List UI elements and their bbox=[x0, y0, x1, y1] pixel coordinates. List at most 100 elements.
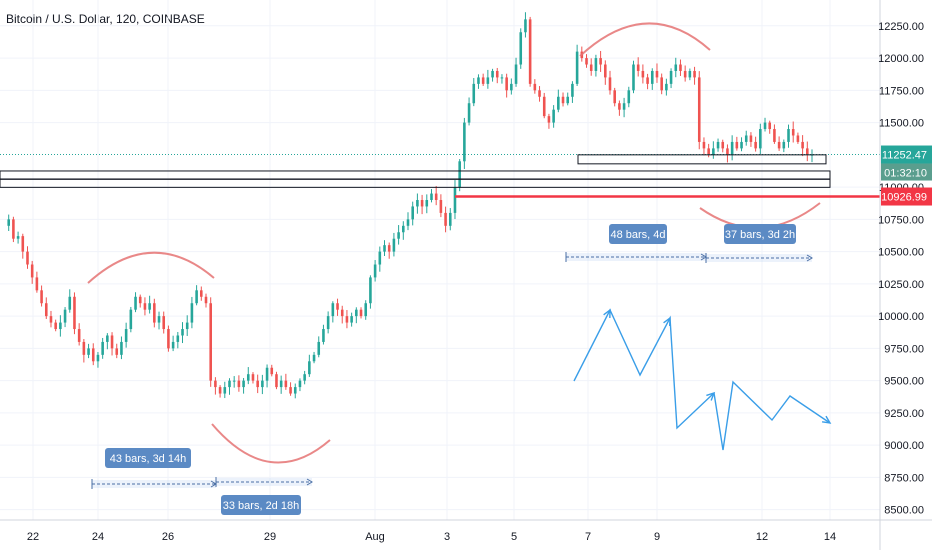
measure-37-bars-label-bg bbox=[724, 224, 796, 244]
y-tick-label: 9500.00 bbox=[884, 376, 924, 388]
candle-body bbox=[481, 77, 485, 84]
candle-body bbox=[674, 64, 678, 71]
x-tick-label: 29 bbox=[264, 531, 276, 543]
candle-body bbox=[697, 77, 701, 142]
candle-body bbox=[317, 341, 321, 355]
candle-body bbox=[200, 290, 203, 297]
candle-body bbox=[632, 64, 635, 91]
candle-body bbox=[68, 296, 72, 310]
candle-body bbox=[425, 200, 429, 207]
candle-body bbox=[472, 83, 476, 104]
candle-body bbox=[232, 380, 236, 382]
candle-body bbox=[35, 277, 39, 291]
candle-body bbox=[599, 58, 602, 65]
candle-body bbox=[214, 380, 217, 388]
candle-body bbox=[124, 329, 128, 342]
candle-body bbox=[759, 129, 762, 149]
countdown-box bbox=[881, 163, 932, 181]
candle-body bbox=[40, 290, 43, 304]
candle-body bbox=[279, 380, 283, 388]
candle-body bbox=[754, 141, 757, 149]
candle-body bbox=[510, 83, 513, 91]
candle-body bbox=[613, 90, 616, 104]
candle-body bbox=[44, 303, 48, 317]
candle-body bbox=[787, 129, 790, 142]
candle-body bbox=[293, 387, 297, 394]
candle-body bbox=[439, 200, 443, 213]
candle-body bbox=[538, 90, 541, 97]
y-tick-label: 9250.00 bbox=[884, 408, 924, 420]
candle-body bbox=[148, 303, 151, 310]
y-tick-label: 10000.00 bbox=[878, 311, 924, 323]
price-axis[interactable]: 12250.0012000.0011750.0011500.0011000.00… bbox=[878, 0, 932, 550]
y-tick-label: 12250.00 bbox=[878, 21, 924, 33]
candle-body bbox=[763, 122, 767, 130]
candle-body bbox=[707, 148, 710, 155]
candle-body bbox=[726, 148, 729, 155]
zone-rect bbox=[0, 178, 831, 188]
time-axis[interactable]: 22 24 26 29 Aug 3 5 7 9 12 14 bbox=[0, 519, 932, 543]
candle-body bbox=[665, 83, 668, 91]
candle-body bbox=[96, 354, 100, 362]
measure-33-bars-label: 33 bars, 2d 18h bbox=[223, 500, 299, 512]
candle-body bbox=[26, 251, 29, 265]
candle-body bbox=[82, 341, 86, 355]
candle-body bbox=[326, 316, 330, 330]
drawings: 43 bars, 3d 14h 33 bars, 2d 18h 48 bars, 4… bbox=[0, 22, 880, 515]
candle-body bbox=[458, 161, 461, 188]
candle-body bbox=[749, 135, 753, 142]
candle-body bbox=[688, 70, 692, 78]
arc-left-top bbox=[87, 251, 215, 284]
candle-body bbox=[524, 19, 527, 33]
candle-body bbox=[246, 374, 250, 381]
candle-body bbox=[660, 77, 663, 91]
candle-body bbox=[265, 367, 269, 381]
candle-body bbox=[448, 212, 452, 226]
candle-body bbox=[355, 309, 358, 317]
candle-body bbox=[350, 316, 353, 323]
candle-body bbox=[204, 296, 208, 304]
x-tick-label: 9 bbox=[654, 531, 660, 543]
x-tick-label: 12 bbox=[756, 531, 768, 543]
candle-body bbox=[237, 380, 241, 388]
support-price-label: 10926.99 bbox=[881, 192, 927, 204]
candle-body bbox=[153, 303, 156, 323]
candle-body bbox=[467, 103, 471, 123]
candle-body bbox=[261, 380, 264, 388]
candle-body bbox=[491, 70, 494, 78]
candle-body bbox=[552, 109, 555, 123]
candles bbox=[7, 12, 814, 399]
candle-body bbox=[608, 77, 612, 91]
measure-48-bars-label-bg bbox=[609, 224, 667, 244]
y-tick-label: 9000.00 bbox=[884, 440, 924, 452]
candle-body bbox=[712, 148, 715, 155]
candle-body bbox=[59, 322, 62, 330]
candle-body bbox=[514, 64, 518, 84]
candle-body bbox=[129, 309, 133, 330]
resistance-rect-upper bbox=[577, 154, 827, 165]
candle-body bbox=[383, 245, 386, 252]
candle-body bbox=[693, 70, 696, 78]
candle-body bbox=[138, 296, 142, 304]
candle-body bbox=[416, 200, 419, 207]
candle-body bbox=[106, 335, 109, 342]
candle-body bbox=[669, 70, 673, 84]
y-tick-label: 9750.00 bbox=[884, 343, 924, 355]
candle-body bbox=[12, 219, 15, 239]
x-tick-label: 22 bbox=[27, 531, 39, 543]
support-price-box bbox=[881, 187, 932, 206]
projection-path bbox=[573, 308, 715, 430]
candle-body bbox=[185, 322, 189, 330]
measure-37-bars-label: 37 bars, 3d 2h bbox=[725, 229, 795, 241]
candle-body bbox=[120, 341, 123, 355]
measure-37-bars-arrow bbox=[806, 254, 813, 262]
candle-body bbox=[463, 122, 466, 162]
candle-body bbox=[270, 367, 274, 375]
candle-body bbox=[777, 141, 781, 149]
candle-body bbox=[730, 141, 734, 155]
y-tick-label: 11750.00 bbox=[879, 85, 924, 97]
candle-body bbox=[646, 77, 649, 84]
candle-body bbox=[453, 187, 457, 213]
candle-body bbox=[641, 70, 645, 78]
